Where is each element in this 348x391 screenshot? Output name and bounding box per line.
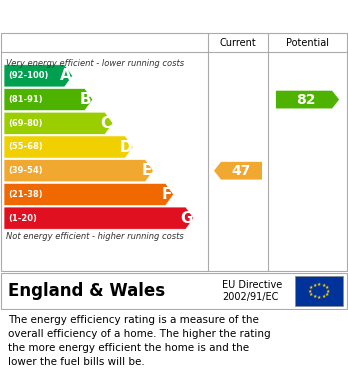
Text: ★: ★ (321, 283, 326, 288)
Text: B: B (80, 92, 92, 107)
Text: ★: ★ (309, 285, 314, 291)
Text: Very energy efficient - lower running costs: Very energy efficient - lower running co… (6, 59, 184, 68)
Text: C: C (101, 116, 112, 131)
Text: ★: ★ (312, 283, 317, 288)
Text: Potential: Potential (286, 38, 329, 47)
Text: 47: 47 (231, 164, 251, 178)
Bar (295, 276, 343, 306)
Text: ★: ★ (308, 289, 312, 294)
Text: England & Wales: England & Wales (8, 282, 165, 300)
Text: (92-100): (92-100) (8, 71, 48, 81)
Text: Not energy efficient - higher running costs: Not energy efficient - higher running co… (6, 232, 184, 241)
Polygon shape (4, 65, 73, 87)
Text: ★: ★ (317, 282, 321, 287)
Polygon shape (214, 162, 262, 179)
Text: (69-80): (69-80) (8, 119, 42, 128)
Text: ★: ★ (325, 292, 329, 297)
Text: (21-38): (21-38) (8, 190, 42, 199)
Text: G: G (181, 211, 193, 226)
Polygon shape (276, 91, 339, 108)
Polygon shape (4, 136, 133, 158)
Text: ★: ★ (321, 294, 326, 299)
Polygon shape (4, 207, 194, 229)
Text: A: A (60, 68, 71, 83)
Text: (39-54): (39-54) (8, 166, 42, 175)
Text: ★: ★ (317, 295, 321, 300)
Polygon shape (4, 112, 113, 135)
Text: The energy efficiency rating is a measure of the
overall efficiency of a home. T: The energy efficiency rating is a measur… (8, 315, 271, 367)
Text: ★: ★ (326, 289, 330, 294)
Text: Current: Current (220, 38, 256, 47)
Polygon shape (4, 183, 174, 206)
Text: (81-91): (81-91) (8, 95, 42, 104)
Polygon shape (4, 88, 93, 111)
Text: (1-20): (1-20) (8, 213, 37, 222)
Text: ★: ★ (312, 294, 317, 299)
Text: (55-68): (55-68) (8, 142, 43, 151)
Text: ★: ★ (309, 292, 314, 297)
Text: F: F (161, 187, 172, 202)
Text: ★: ★ (325, 285, 329, 291)
Text: 2002/91/EC: 2002/91/EC (222, 292, 278, 302)
Text: 82: 82 (296, 93, 315, 107)
Text: Energy Efficiency Rating: Energy Efficiency Rating (9, 9, 219, 23)
Text: E: E (141, 163, 152, 178)
Text: D: D (120, 140, 133, 154)
Text: EU Directive: EU Directive (222, 280, 282, 290)
Polygon shape (4, 160, 153, 182)
